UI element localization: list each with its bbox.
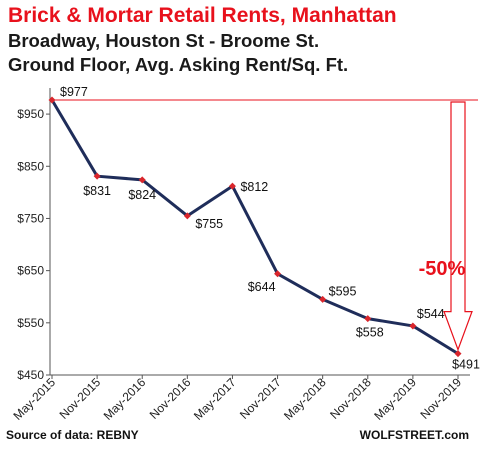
x-tick-label: Nov-2018 — [327, 375, 374, 422]
chart-title: Brick & Mortar Retail Rents, Manhattan — [8, 4, 397, 27]
chart-subtitle-line-1: Broadway, Houston St - Broome St. — [8, 30, 320, 51]
data-label: $977 — [60, 85, 88, 99]
data-point — [228, 182, 236, 190]
series-line — [50, 99, 459, 355]
x-tick-label: Nov-2017 — [237, 375, 284, 422]
y-tick-label: $950 — [17, 107, 44, 121]
x-tick-label: Nov-2015 — [57, 375, 104, 422]
x-tick-label: May-2015 — [10, 375, 58, 423]
x-tick-label: May-2018 — [281, 375, 329, 423]
data-label: $595 — [329, 284, 357, 298]
data-label: $755 — [195, 217, 223, 231]
x-tick-label: May-2017 — [191, 375, 239, 423]
y-tick-label: $750 — [17, 211, 44, 225]
decline-annotation: -50% — [419, 258, 466, 280]
y-tick-label: $450 — [17, 368, 44, 382]
data-point — [364, 315, 372, 323]
y-tick-label: $850 — [17, 159, 44, 173]
data-point — [319, 295, 327, 303]
data-point — [48, 96, 56, 104]
decline-arrow — [443, 101, 473, 352]
chart-subtitle-line-2: Ground Floor, Avg. Asking Rent/Sq. Ft. — [8, 54, 349, 75]
data-label: $824 — [128, 188, 156, 202]
data-label: $644 — [248, 280, 276, 294]
data-point — [93, 172, 101, 180]
data-point — [454, 350, 462, 358]
x-tick-label: Nov-2019 — [417, 375, 464, 422]
data-point — [138, 176, 146, 184]
data-label: $491 — [452, 358, 480, 372]
x-tick-label: May-2016 — [101, 375, 149, 423]
data-label: $831 — [83, 184, 111, 198]
site-credit: WOLFSTREET.com — [359, 428, 469, 442]
y-tick-label: $550 — [17, 316, 44, 330]
data-label: $558 — [356, 326, 384, 340]
data-point — [409, 322, 417, 330]
data-point — [183, 212, 191, 220]
data-label: $544 — [417, 307, 445, 321]
y-tick-label: $650 — [17, 264, 44, 278]
data-label: $812 — [240, 180, 268, 194]
source-note: Source of data: REBNY — [6, 428, 139, 442]
x-tick-label: May-2019 — [371, 375, 419, 423]
x-tick-label: Nov-2016 — [147, 375, 194, 422]
data-point — [274, 270, 282, 278]
